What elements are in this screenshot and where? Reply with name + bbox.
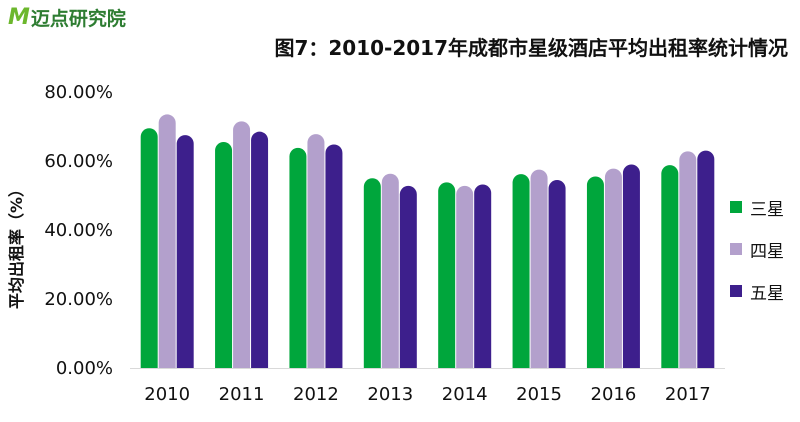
y-axis-ticks: 0.00% 20.00% 40.00% 60.00% 80.00% <box>44 82 113 379</box>
y-tick-label: 60.00% <box>44 151 113 172</box>
x-tick-label: 2011 <box>219 384 265 405</box>
legend-swatch <box>730 243 742 255</box>
bar-2012-series-0 <box>289 147 307 368</box>
x-tick-label: 2010 <box>144 384 190 405</box>
bar-2010-series-0 <box>140 128 158 368</box>
bar-2014-series-1 <box>456 185 474 368</box>
legend: 三星 四星 五星 <box>730 194 784 320</box>
bar-2014-series-2 <box>474 184 492 368</box>
bar-series <box>140 114 715 368</box>
legend-item: 三星 <box>730 194 784 220</box>
bar-2010-series-1 <box>158 114 176 368</box>
y-tick-label: 80.00% <box>44 82 113 103</box>
logo-mark: M <box>8 5 30 30</box>
bar-2013-series-2 <box>399 185 417 368</box>
x-tick-label: 2017 <box>665 384 711 405</box>
bar-2017-series-0 <box>661 165 679 368</box>
x-tick-label: 2012 <box>293 384 339 405</box>
legend-swatch <box>730 285 742 297</box>
bar-2013-series-0 <box>363 178 381 368</box>
bar-2016-series-0 <box>586 176 604 368</box>
y-tick-label: 0.00% <box>56 358 113 379</box>
bar-2016-series-2 <box>622 164 640 368</box>
bar-2012-series-2 <box>325 144 343 368</box>
bar-2016-series-1 <box>604 168 622 368</box>
legend-label: 四星 <box>750 241 784 262</box>
bar-2011-series-1 <box>233 121 251 368</box>
bar-2011-series-0 <box>215 142 233 368</box>
legend-label: 五星 <box>750 283 784 304</box>
legend-label: 三星 <box>750 199 784 220</box>
bar-2015-series-0 <box>512 174 530 368</box>
legend-item: 四星 <box>730 236 784 262</box>
chart-title: 图7：2010-2017年成都市星级酒店平均出租率统计情况 <box>274 36 788 60</box>
bar-2011-series-2 <box>251 131 269 368</box>
bar-2010-series-2 <box>176 135 194 368</box>
x-tick-label: 2016 <box>591 384 637 405</box>
bar-2015-series-1 <box>530 169 548 368</box>
x-tick-label: 2015 <box>516 384 562 405</box>
bar-2017-series-1 <box>679 151 697 368</box>
x-axis-categories: 2010 2011 2012 2013 2014 2015 2016 2017 <box>144 384 710 405</box>
logo: M 迈点研究院 <box>8 4 126 31</box>
bar-2013-series-1 <box>381 173 399 368</box>
logo-text: 迈点研究院 <box>30 8 126 30</box>
y-tick-label: 20.00% <box>44 289 113 310</box>
bar-2017-series-2 <box>697 150 715 368</box>
bar-2012-series-1 <box>307 134 325 368</box>
x-tick-label: 2013 <box>367 384 413 405</box>
legend-swatch <box>730 201 742 213</box>
bar-2015-series-2 <box>548 179 566 368</box>
legend-item: 五星 <box>730 278 784 304</box>
bar-2014-series-0 <box>438 182 456 368</box>
y-tick-label: 40.00% <box>44 220 113 241</box>
x-tick-label: 2014 <box>442 384 488 405</box>
